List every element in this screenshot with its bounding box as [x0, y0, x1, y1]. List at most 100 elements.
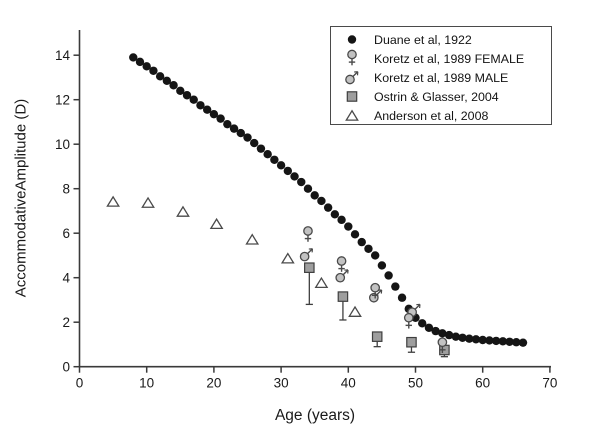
koretz-et-al-1989-male-point — [335, 269, 349, 283]
duane-et-al-1922-point — [209, 109, 219, 119]
duane-et-al-1922-point — [129, 53, 138, 62]
x-tick-label: 0 — [76, 376, 84, 391]
duane-et-al-1922-point — [276, 161, 286, 170]
duane-et-al-1922-point — [223, 119, 232, 129]
duane-et-al-1922-point — [243, 133, 252, 142]
anderson-et-al-2008-point — [176, 205, 190, 217]
duane-et-al-1922-point — [424, 323, 434, 332]
anderson-et-al-2008-point — [314, 276, 329, 289]
anderson-et-al-2008-point — [106, 195, 120, 207]
duane-et-al-1922-point — [370, 251, 380, 260]
y-tick-label: 4 — [62, 271, 70, 286]
duane-et-al-1922-point — [471, 335, 481, 344]
duane-et-al-1922-point — [485, 336, 494, 345]
duane-et-al-1922-point — [431, 326, 440, 336]
duane-et-al-1922-point — [283, 166, 293, 176]
duane-et-al-1922-point — [337, 215, 346, 225]
filled-square-icon — [346, 91, 358, 102]
y-axis-label: AccommodativeAmplitude (D) — [12, 98, 30, 298]
legend-item-anderson-et-al-2008: Anderson et al, 2008 — [337, 106, 545, 125]
koretz-et-al-1989-male-point — [368, 289, 383, 303]
legend-item-koretz-et-al-1989-female: Koretz et al, 1989 FEMALE — [337, 49, 545, 68]
koretz-et-al-1989-female-series — [303, 226, 448, 354]
duane-et-al-1922-point — [444, 330, 454, 340]
duane-et-al-1922-point — [344, 222, 353, 231]
y-tick-label: 0 — [62, 360, 70, 375]
y-tick-label: 14 — [55, 48, 71, 63]
duane-et-al-1922-point — [505, 337, 514, 346]
ostrin-glasser-2004-point — [304, 262, 315, 273]
duane-et-al-1922-point — [229, 124, 239, 133]
duane-et-al-1922-point — [418, 319, 427, 328]
y-tick-label: 2 — [62, 315, 70, 330]
filled-circle-icon — [347, 35, 357, 44]
koretz-et-al-1989-female-point — [336, 256, 347, 272]
x-axis-label: Age (years) — [274, 407, 356, 424]
koretz-et-al-1989-male-point — [299, 248, 314, 262]
duane-et-al-1922-point — [155, 72, 165, 81]
duane-et-al-1922-point — [303, 184, 313, 193]
y-tick-label: 6 — [62, 226, 70, 241]
duane-et-al-1922-point — [478, 335, 487, 345]
duane-et-al-1922-point — [323, 203, 333, 212]
duane-et-al-1922-point — [451, 332, 461, 341]
x-tick-label: 60 — [475, 376, 490, 391]
legend-item-duane-et-al-1922: Duane et al, 1922 — [337, 30, 545, 49]
x-tick-label: 20 — [206, 376, 221, 391]
legend-item-ostrin-glasser-2004: Ostrin & Glasser, 2004 — [337, 87, 545, 106]
duane-et-al-1922-point — [310, 191, 319, 200]
duane-et-al-1922-point — [250, 138, 259, 148]
duane-et-al-1922-point — [176, 86, 185, 96]
duane-et-al-1922-point — [377, 261, 387, 270]
koretz-et-al-1989-male-series — [299, 248, 421, 318]
x-tick-label: 30 — [274, 376, 289, 391]
x-tick-label: 70 — [542, 376, 557, 391]
anderson-et-al-2008-point — [245, 233, 260, 245]
duane-et-al-1922-point — [491, 336, 501, 346]
duane-et-al-1922-point — [357, 237, 366, 247]
duane-et-al-1922-point — [397, 293, 407, 302]
legend-label: Duane et al, 1922 — [374, 32, 472, 47]
koretz-et-al-1989-female-point — [403, 312, 414, 329]
duane-et-al-1922-point — [142, 62, 151, 71]
duane-et-al-1922-point — [290, 172, 299, 181]
legend-label: Ostrin & Glasser, 2004 — [374, 89, 499, 104]
x-tick-label: 50 — [408, 376, 423, 391]
ostrin-glasser-2004-point — [406, 336, 417, 348]
duane-et-al-1922-point — [236, 128, 245, 138]
duane-et-al-1922-point — [384, 271, 393, 280]
ostrin-glasser-2004-point — [371, 331, 383, 342]
x-tick-label: 40 — [341, 376, 356, 391]
legend-label: Koretz et al, 1989 MALE — [374, 70, 509, 85]
duane-et-al-1922-point — [512, 338, 521, 347]
duane-et-al-1922-point — [518, 338, 528, 347]
duane-et-al-1922-point — [263, 150, 272, 159]
duane-et-al-1922-point — [465, 334, 474, 343]
legend-item-koretz-et-al-1989-male: Koretz et al, 1989 MALE — [337, 68, 545, 87]
ostrin-glasser-2004-series — [304, 262, 450, 358]
legend-label: Anderson et al, 2008 — [374, 108, 489, 123]
y-tick-label: 8 — [62, 182, 70, 197]
legend: Duane et al, 1922 Koretz et al, 1989 FEMA… — [330, 26, 552, 125]
duane-et-al-1922-point — [317, 196, 326, 206]
duane-et-al-1922-point — [162, 76, 172, 85]
duane-et-al-1922-point — [330, 210, 340, 219]
anderson-et-al-2008-point — [348, 305, 362, 317]
duane-et-al-1922-point — [458, 333, 467, 342]
koretz-et-al-1989-female-point — [303, 226, 313, 242]
female-symbol-icon — [347, 49, 357, 66]
duane-et-al-1922-point — [149, 66, 158, 75]
duane-et-al-1922-point — [182, 91, 192, 100]
x-tick-label: 10 — [139, 376, 154, 391]
duane-et-al-1922-point — [256, 144, 266, 153]
duane-et-al-1922-point — [270, 155, 279, 164]
duane-et-al-1922-point — [202, 105, 212, 114]
koretz-et-al-1989-female-point — [437, 337, 448, 354]
duane-et-al-1922-point — [498, 337, 508, 346]
duane-et-al-1922-point — [350, 230, 360, 239]
male-symbol-icon — [345, 71, 359, 85]
open-triangle-icon — [345, 109, 359, 121]
duane-et-al-1922-point — [169, 81, 178, 90]
